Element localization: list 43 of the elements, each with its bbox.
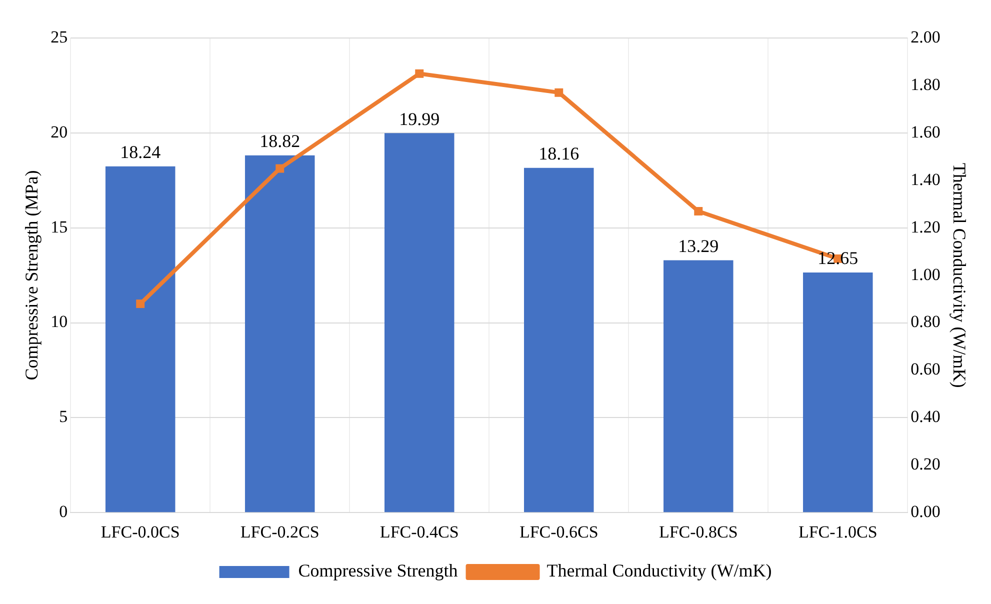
x-tick-label: LFC-0.0CS bbox=[100, 522, 180, 542]
x-tick-label: LFC-1.0CS bbox=[798, 522, 878, 542]
y-tick-label: 5 bbox=[59, 407, 68, 426]
data-label: 13.29 bbox=[678, 236, 719, 256]
y2-tick-label: 1.00 bbox=[910, 264, 940, 284]
y2-tick-label: 1.80 bbox=[910, 74, 940, 94]
y-axis-title: Compressive Strength (MPa) bbox=[22, 170, 42, 380]
y2-tick-label: 1.60 bbox=[910, 122, 940, 142]
y2-tick-label: 0.60 bbox=[910, 360, 940, 379]
legend-label: Compressive Strength bbox=[298, 560, 458, 581]
y2-tick-label: 1.20 bbox=[910, 217, 940, 236]
point bbox=[415, 69, 424, 78]
legend-label: Thermal Conductivity (W/mK) bbox=[546, 560, 772, 581]
y2-tick-label: 1.40 bbox=[910, 170, 940, 189]
bar bbox=[803, 272, 873, 512]
x-tick-label: LFC-0.6CS bbox=[519, 522, 598, 542]
x-tick-label: LFC-0.2CS bbox=[240, 522, 320, 542]
y2-tick-label: 0.40 bbox=[910, 407, 940, 426]
y2-tick-label: 0.80 bbox=[910, 312, 940, 332]
y2-axis-title: Thermal Conductivity (W/mK) bbox=[949, 162, 970, 388]
y-tick-label: 0 bbox=[59, 502, 68, 522]
y2-tick-label: 0.20 bbox=[910, 454, 940, 474]
point bbox=[276, 164, 284, 173]
y2-tick-label: 2.00 bbox=[910, 27, 940, 46]
bar bbox=[384, 133, 454, 512]
point bbox=[136, 300, 145, 308]
y2-tick-label: 0.00 bbox=[910, 502, 940, 522]
x-tick-label: LFC-0.8CS bbox=[658, 522, 738, 542]
y-tick-label: 25 bbox=[50, 27, 68, 46]
y-tick-label: 15 bbox=[50, 217, 68, 236]
data-label: 18.16 bbox=[538, 144, 580, 164]
bar bbox=[524, 168, 594, 512]
point bbox=[694, 206, 703, 216]
bar bbox=[664, 260, 734, 512]
x-tick-label: LFC-0.4CS bbox=[380, 522, 459, 542]
data-label: 18.24 bbox=[120, 142, 161, 162]
y-tick-label: 20 bbox=[50, 122, 68, 142]
bar bbox=[244, 155, 315, 512]
data-label: 19.99 bbox=[399, 108, 440, 129]
y-tick-label: 10 bbox=[50, 312, 68, 332]
bar bbox=[105, 166, 176, 512]
data-label: 18.82 bbox=[260, 131, 300, 152]
point bbox=[554, 88, 564, 97]
